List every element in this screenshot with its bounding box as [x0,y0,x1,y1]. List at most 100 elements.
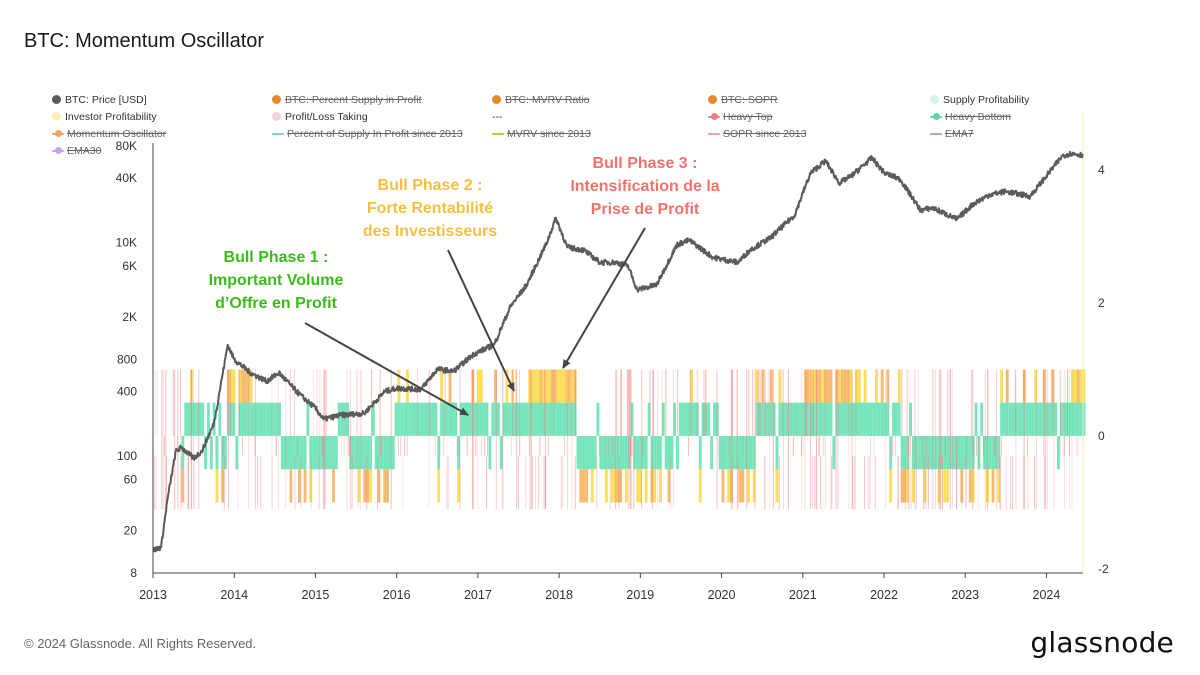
oscillator-bar [531,369,534,403]
oscillator-bar [332,469,335,503]
legend-item[interactable]: BTC: SOPR [708,93,930,106]
oscillator-bar [661,402,665,436]
oscillator-bar [494,369,497,403]
oscillator-bar [721,469,725,503]
oscillator-bar [863,402,867,436]
oscillator-bar [1051,402,1055,436]
oscillator-bar [241,369,244,403]
oscillator-bar [809,402,813,436]
oscillator-bar [704,402,708,436]
oscillator-bar [781,402,785,436]
oscillator-bar [462,402,466,436]
oscillator-bar [747,469,750,503]
oscillator-bar [1011,402,1015,436]
oscillator-bar [650,436,654,470]
annotation-bull-phase-2: Bull Phase 2 : Forte Rentabilité des Inves… [340,174,520,243]
oscillator-bar [556,402,560,436]
x-tick-label: 2015 [302,588,330,602]
oscillator-bar [735,436,739,470]
oscillator-bar [496,402,500,436]
oscillator-bar [201,402,205,436]
oscillator-bar [533,402,537,436]
oscillator-bar [553,402,557,436]
y-right-tick-label: 2 [1098,296,1105,310]
oscillator-bar [189,369,193,403]
legend-item[interactable]: Supply Profitability [930,93,1090,106]
oscillator-bar [514,402,517,436]
y-left-tick-label: 8 [130,566,137,580]
legend-item[interactable]: MVRV since 2013 [492,127,708,140]
oscillator-bar [428,402,432,436]
legend-item[interactable]: Percent of Supply In Profit since 2013 [272,127,492,140]
oscillator-bar [474,402,478,436]
legend-item[interactable]: Momentum Oscillator [52,127,272,140]
legend-item[interactable]: EMA30 [52,144,272,157]
oscillator-bar [968,436,972,470]
oscillator-bar [235,436,239,470]
oscillator-bar [966,436,969,470]
legend-marker-icon [52,129,64,137]
oscillator-bar [369,436,372,470]
oscillator-bar [488,436,492,470]
oscillator-bar [1079,402,1083,436]
oscillator-bar [818,402,822,436]
oscillator-bar [900,436,904,470]
y-left-tick-label: 80K [116,139,137,153]
oscillator-bar [1020,402,1023,436]
y-left-tick-label: 40K [116,171,137,185]
oscillator-bar [471,369,475,403]
oscillator-bar [900,469,904,503]
legend-item[interactable]: EMA7 [930,127,1090,140]
oscillator-bar [747,436,750,470]
oscillator-bar [246,369,250,403]
oscillator-bar [951,436,955,470]
oscillator-bar [909,402,913,436]
oscillator-bar [420,402,424,436]
oscillator-bar [690,402,694,436]
oscillator-bar [516,402,520,436]
oscillator-bar [448,369,452,403]
legend-label: BTC: SOPR [721,93,778,106]
oscillator-bar [366,436,370,470]
oscillator-bar [698,469,702,503]
x-tick-label: 2014 [220,588,248,602]
oscillator-bar [184,402,188,436]
oscillator-bar [835,369,839,403]
oscillator-bar [619,436,623,470]
legend-item[interactable]: BTC: MVRV Ratio [492,93,708,106]
oscillator-bar [744,436,748,470]
oscillator-bar [997,436,1001,470]
oscillator-bar [533,369,537,403]
legend-item[interactable]: BTC: Price [USD] [52,93,272,106]
oscillator-bar [275,402,279,436]
oscillator-bar [809,369,813,403]
legend-item[interactable]: Profit/Loss Taking [272,110,492,123]
oscillator-bar [701,402,705,436]
legend-marker-icon [930,112,942,120]
legend-item[interactable]: SOPR since 2013 [708,127,930,140]
oscillator-bar [1014,402,1018,436]
oscillator-bar [562,402,566,436]
legend-label: BTC: MVRV Ratio [505,93,590,106]
legend-label: Percent of Supply In Profit since 2013 [287,127,463,140]
legend-marker-icon [492,95,501,104]
oscillator-bar [391,436,395,470]
oscillator-bar [548,369,551,403]
oscillator-bar [835,402,839,436]
legend-item[interactable]: Heavy Top [708,110,930,123]
oscillator-bar [795,402,799,436]
oscillator-bar [846,402,850,436]
legend-item[interactable]: Investor Profitability [52,110,272,123]
legend-marker-icon [272,132,284,135]
oscillator-bar [553,369,557,403]
oscillator-bar [243,402,247,436]
legend-item[interactable]: BTC: Percent Supply in Profit [272,93,492,106]
oscillator-bar [687,402,691,436]
legend-item[interactable]: Heavy Bottom [930,110,1090,123]
oscillator-bar [727,469,731,503]
oscillator-bar [261,402,264,436]
oscillator-bar [906,436,910,470]
legend-label: EMA30 [67,144,102,157]
legend-item[interactable]: --- [492,110,708,123]
oscillator-bar [849,369,853,403]
